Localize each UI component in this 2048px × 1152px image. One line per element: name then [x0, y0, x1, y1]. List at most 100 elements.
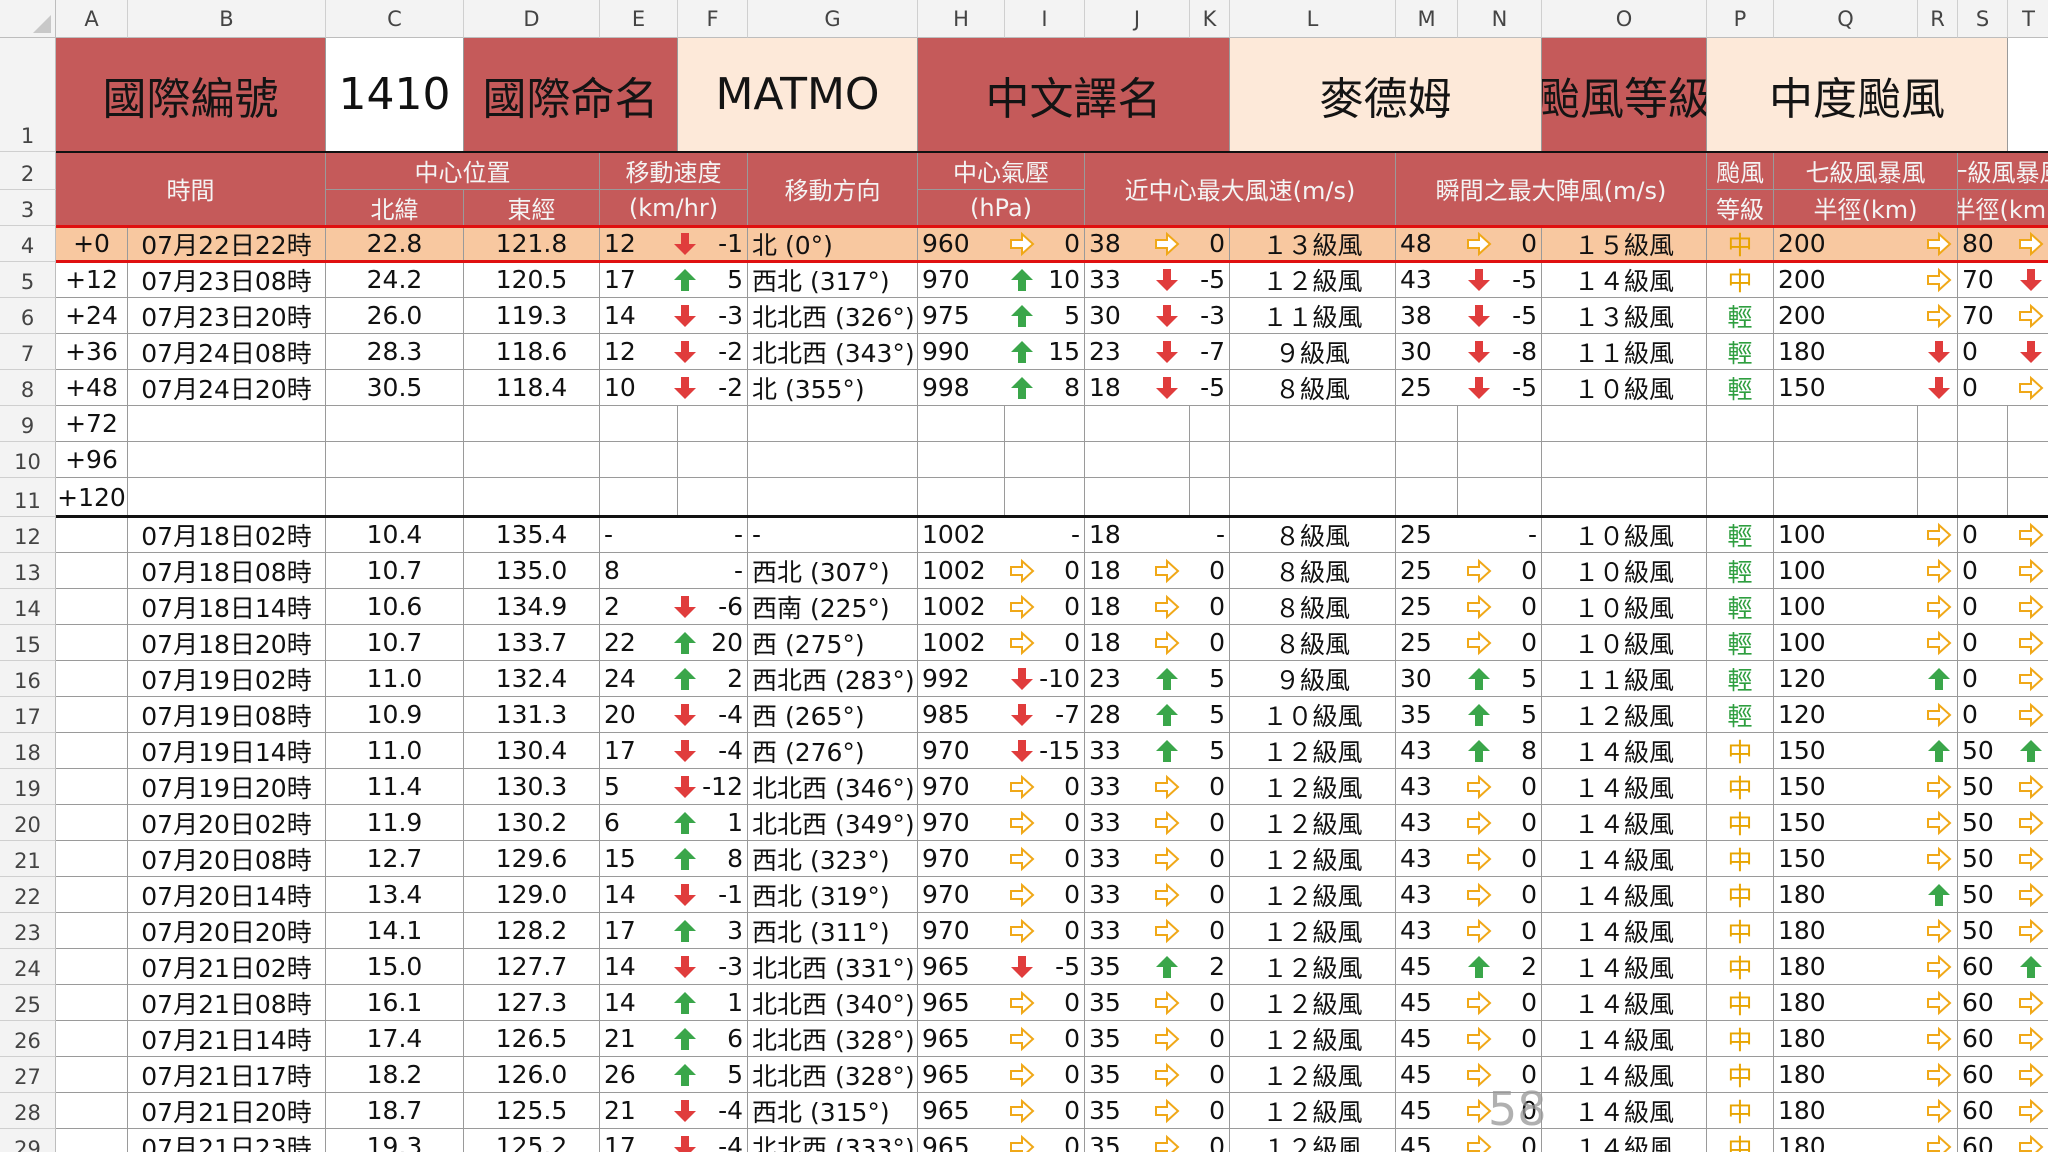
cell-speed[interactable]: 8- [600, 553, 748, 589]
cell-speed[interactable]: 14 -3 [600, 298, 748, 334]
cell-lat[interactable]: 11.4 [326, 769, 464, 805]
cell-r7[interactable]: 200 [1774, 262, 1958, 298]
cell-empty[interactable] [56, 1093, 128, 1129]
cell-pressure[interactable]: 1002 - [918, 517, 1085, 553]
cell-r7[interactable]: 100 [1774, 625, 1958, 661]
cell-offset[interactable]: +0 [56, 226, 128, 262]
cell-r7[interactable]: 150 [1774, 370, 1958, 406]
cell-r7[interactable]: 180 [1774, 1129, 1958, 1152]
cell-lat[interactable]: 24.2 [326, 262, 464, 298]
cell-gust-level[interactable]: １０級風 [1542, 625, 1707, 661]
cell-empty[interactable] [1190, 478, 1230, 517]
cell-empty[interactable] [1458, 478, 1542, 517]
cell-grade[interactable]: 中 [1707, 1021, 1774, 1057]
column-header-j[interactable]: J [1085, 0, 1190, 38]
cell-gust[interactable]: 38 -5 [1396, 298, 1542, 334]
cell-speed[interactable]: 15 8 [600, 841, 748, 877]
cell-direction[interactable]: 西 (275°) [748, 625, 918, 661]
cell-empty[interactable] [600, 478, 678, 517]
cell-r7[interactable]: 180 [1774, 1057, 1958, 1093]
title-intl-no-label[interactable]: 國際編號 [56, 38, 326, 152]
header-speed[interactable]: 移動速度 [600, 152, 748, 190]
cell-lon[interactable]: 125.2 [464, 1129, 600, 1152]
cell-direction[interactable]: 西北 (317°) [748, 262, 918, 298]
cell-direction[interactable]: 北北西 (346°) [748, 769, 918, 805]
cell-r10[interactable]: 60 [1958, 1057, 2048, 1093]
cell-lat[interactable]: 22.8 [326, 226, 464, 262]
cell-time[interactable]: 07月18日20時 [128, 625, 326, 661]
cell-gust[interactable]: 35 5 [1396, 697, 1542, 733]
header-lon[interactable]: 東經 [464, 190, 600, 226]
cell-empty[interactable] [56, 841, 128, 877]
cell-gust-level[interactable]: １４級風 [1542, 769, 1707, 805]
cell-grade[interactable]: 輕 [1707, 625, 1774, 661]
row-header-9[interactable]: 9 [0, 406, 56, 442]
cell-empty[interactable] [1230, 442, 1396, 478]
cell-grade[interactable]: 中 [1707, 913, 1774, 949]
cell-grade[interactable]: 輕 [1707, 553, 1774, 589]
cell-r7[interactable]: 200 [1774, 226, 1958, 262]
cell-empty[interactable] [1190, 442, 1230, 478]
cell-max-wind[interactable]: 33 0 [1085, 805, 1230, 841]
cell-pressure[interactable]: 975 5 [918, 298, 1085, 334]
row-header-5[interactable]: 5 [0, 262, 56, 298]
cell-empty[interactable] [56, 553, 128, 589]
cell-time[interactable]: 07月20日08時 [128, 841, 326, 877]
cell-pressure[interactable]: 1002 0 [918, 553, 1085, 589]
cell-max-wind[interactable]: 33 -5 [1085, 262, 1230, 298]
cell-offset[interactable]: +36 [56, 334, 128, 370]
cell-gust-level[interactable]: １０級風 [1542, 370, 1707, 406]
cell-r7[interactable]: 120 [1774, 697, 1958, 733]
cell-time[interactable]: 07月20日02時 [128, 805, 326, 841]
cell-empty[interactable] [128, 406, 326, 442]
cell-wind-level[interactable]: １２級風 [1230, 913, 1396, 949]
cell-gust-level[interactable]: １４級風 [1542, 1021, 1707, 1057]
cell-empty[interactable] [56, 661, 128, 697]
title-cn-name[interactable]: 麥德姆 [1230, 38, 1542, 152]
cell-empty[interactable] [748, 406, 918, 442]
cell-speed[interactable]: 12 -2 [600, 334, 748, 370]
column-header-b[interactable]: B [128, 0, 326, 38]
cell-empty[interactable] [1396, 442, 1458, 478]
cell-speed[interactable]: 14 -1 [600, 877, 748, 913]
cell-time[interactable]: 07月19日14時 [128, 733, 326, 769]
cell-speed[interactable]: 10 -2 [600, 370, 748, 406]
column-header-e[interactable]: E [600, 0, 678, 38]
cell-gust-level[interactable]: １４級風 [1542, 805, 1707, 841]
cell-max-wind[interactable]: 18 0 [1085, 589, 1230, 625]
cell-empty[interactable] [918, 478, 1005, 517]
cell-r10[interactable]: 60 [1958, 949, 2048, 985]
row-header-29[interactable]: 29 [0, 1129, 56, 1152]
cell-max-wind[interactable]: 18 -5 [1085, 370, 1230, 406]
cell-grade[interactable]: 中 [1707, 985, 1774, 1021]
cell-wind-level[interactable]: １２級風 [1230, 805, 1396, 841]
cell-time[interactable]: 07月19日20時 [128, 769, 326, 805]
cell-gust[interactable]: 43 0 [1396, 913, 1542, 949]
cell-direction[interactable]: 北北西 (343°) [748, 334, 918, 370]
cell-direction[interactable]: 北北西 (326°) [748, 298, 918, 334]
cell-lat[interactable]: 18.2 [326, 1057, 464, 1093]
cell-lat[interactable]: 26.0 [326, 298, 464, 334]
cell-lon[interactable]: 130.3 [464, 769, 600, 805]
cell-empty[interactable] [1774, 478, 1918, 517]
cell-r7[interactable]: 200 [1774, 298, 1958, 334]
cell-gust[interactable]: 30 5 [1396, 661, 1542, 697]
cell-lat[interactable]: 13.4 [326, 877, 464, 913]
cell-wind-level[interactable]: １２級風 [1230, 1129, 1396, 1152]
cell-r10[interactable]: 0 [1958, 697, 2048, 733]
cell-r10[interactable]: 0 [1958, 661, 2048, 697]
cell-grade[interactable]: 中 [1707, 769, 1774, 805]
cell-empty[interactable] [1918, 442, 1958, 478]
column-header-a[interactable]: A [56, 0, 128, 38]
cell-r7[interactable]: 150 [1774, 841, 1958, 877]
cell-wind-level[interactable]: １２級風 [1230, 1057, 1396, 1093]
cell-lon[interactable]: 126.5 [464, 1021, 600, 1057]
cell-lon[interactable]: 135.4 [464, 517, 600, 553]
column-header-q[interactable]: Q [1774, 0, 1918, 38]
cell-speed[interactable]: 24 2 [600, 661, 748, 697]
cell-pressure[interactable]: 965 -5 [918, 949, 1085, 985]
cell-empty[interactable] [56, 625, 128, 661]
row-header-13[interactable]: 13 [0, 553, 56, 589]
cell-grade[interactable]: 中 [1707, 877, 1774, 913]
cell-gust[interactable]: 25 0 [1396, 625, 1542, 661]
